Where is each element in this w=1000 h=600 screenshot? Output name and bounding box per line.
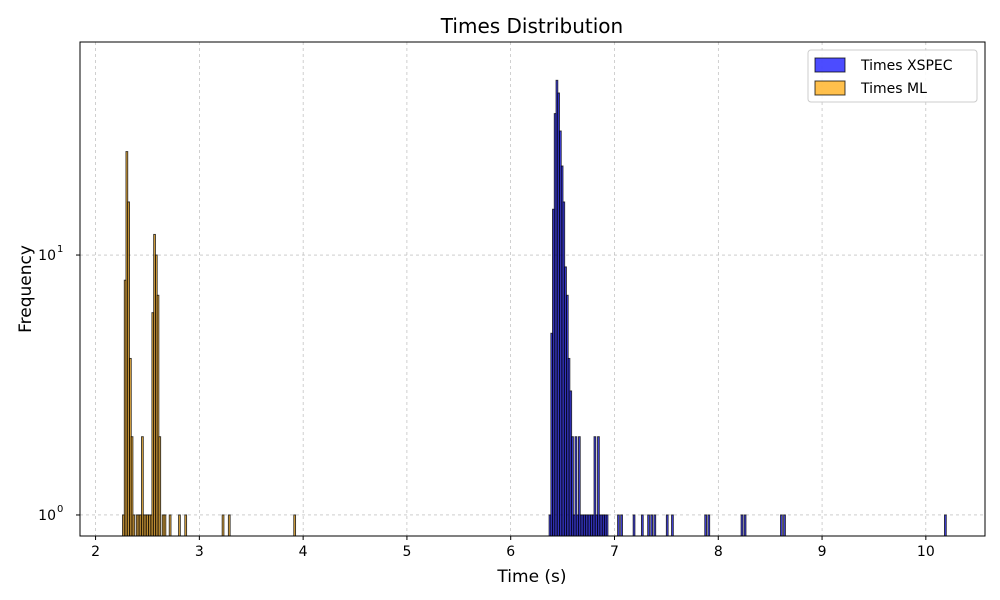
histogram-bar (178, 514, 181, 536)
histogram-bar (653, 514, 657, 536)
legend-box (807, 49, 978, 103)
legend-label: Times XSPEC (860, 58, 953, 74)
histogram-bar (647, 514, 650, 536)
histogram-bar (650, 514, 654, 536)
histogram-bar (156, 294, 160, 536)
histogram-bar (593, 436, 597, 536)
x-axis-ticks: 2 3 4 5 6 7 8 9 10 (91, 536, 935, 560)
histogram-bar (704, 514, 708, 536)
histogram-bar (743, 514, 747, 536)
histogram-bar (640, 514, 644, 536)
histogram-bar (221, 514, 225, 536)
histogram-bar (783, 514, 786, 536)
x-tick-label: 10 (917, 544, 935, 560)
x-tick-label: 7 (610, 544, 619, 560)
chart-title: Times Distribution (440, 14, 623, 38)
histogram-bar (158, 436, 162, 536)
histogram-bar (665, 514, 669, 536)
histogram-bar (574, 436, 578, 536)
x-tick-label: 9 (818, 544, 827, 560)
grid-lines (80, 42, 985, 536)
legend-swatch (814, 80, 846, 96)
x-tick-label: 5 (402, 544, 411, 560)
histogram-bar (141, 436, 144, 536)
histogram-bar (132, 514, 136, 536)
histogram-bar (740, 514, 744, 536)
legend-label: Times ML (860, 81, 927, 97)
x-tick-label: 6 (506, 544, 515, 560)
histogram-bars (122, 79, 947, 536)
x-axis-label: Time (s) (496, 567, 566, 587)
histogram-bar (163, 514, 167, 536)
plot-frame (79, 41, 986, 537)
histogram-bar (571, 436, 574, 536)
histogram-bar (780, 514, 783, 536)
histogram-bar (605, 514, 609, 536)
y-tick-label: 10 (38, 508, 56, 524)
histogram-bar (620, 514, 623, 536)
y-tick-label: 10 (38, 248, 56, 264)
x-tick-label: 2 (91, 544, 100, 560)
histogram-bar (577, 436, 581, 536)
histogram-bar (227, 514, 231, 536)
histogram-bar (671, 514, 674, 536)
histogram-bar (707, 514, 711, 536)
histogram-bar (130, 436, 134, 536)
histogram-bar (293, 514, 297, 536)
histogram-bar (597, 436, 600, 536)
x-tick-label: 8 (714, 544, 723, 560)
legend-swatch (814, 57, 846, 73)
plot-background (80, 42, 985, 536)
y-tick-exponent: 1 (57, 244, 63, 255)
x-tick-label: 3 (195, 544, 204, 560)
histogram-bar (632, 514, 636, 536)
histogram-bar (617, 514, 620, 536)
y-axis-label: Frequency (16, 245, 36, 333)
histogram-bar (944, 514, 947, 536)
y-tick-exponent: 0 (57, 504, 63, 515)
histogram-bar (168, 514, 172, 536)
legend: Times XSPEC Times ML (807, 49, 978, 103)
histogram-bar (184, 514, 188, 536)
x-tick-label: 4 (299, 544, 308, 560)
